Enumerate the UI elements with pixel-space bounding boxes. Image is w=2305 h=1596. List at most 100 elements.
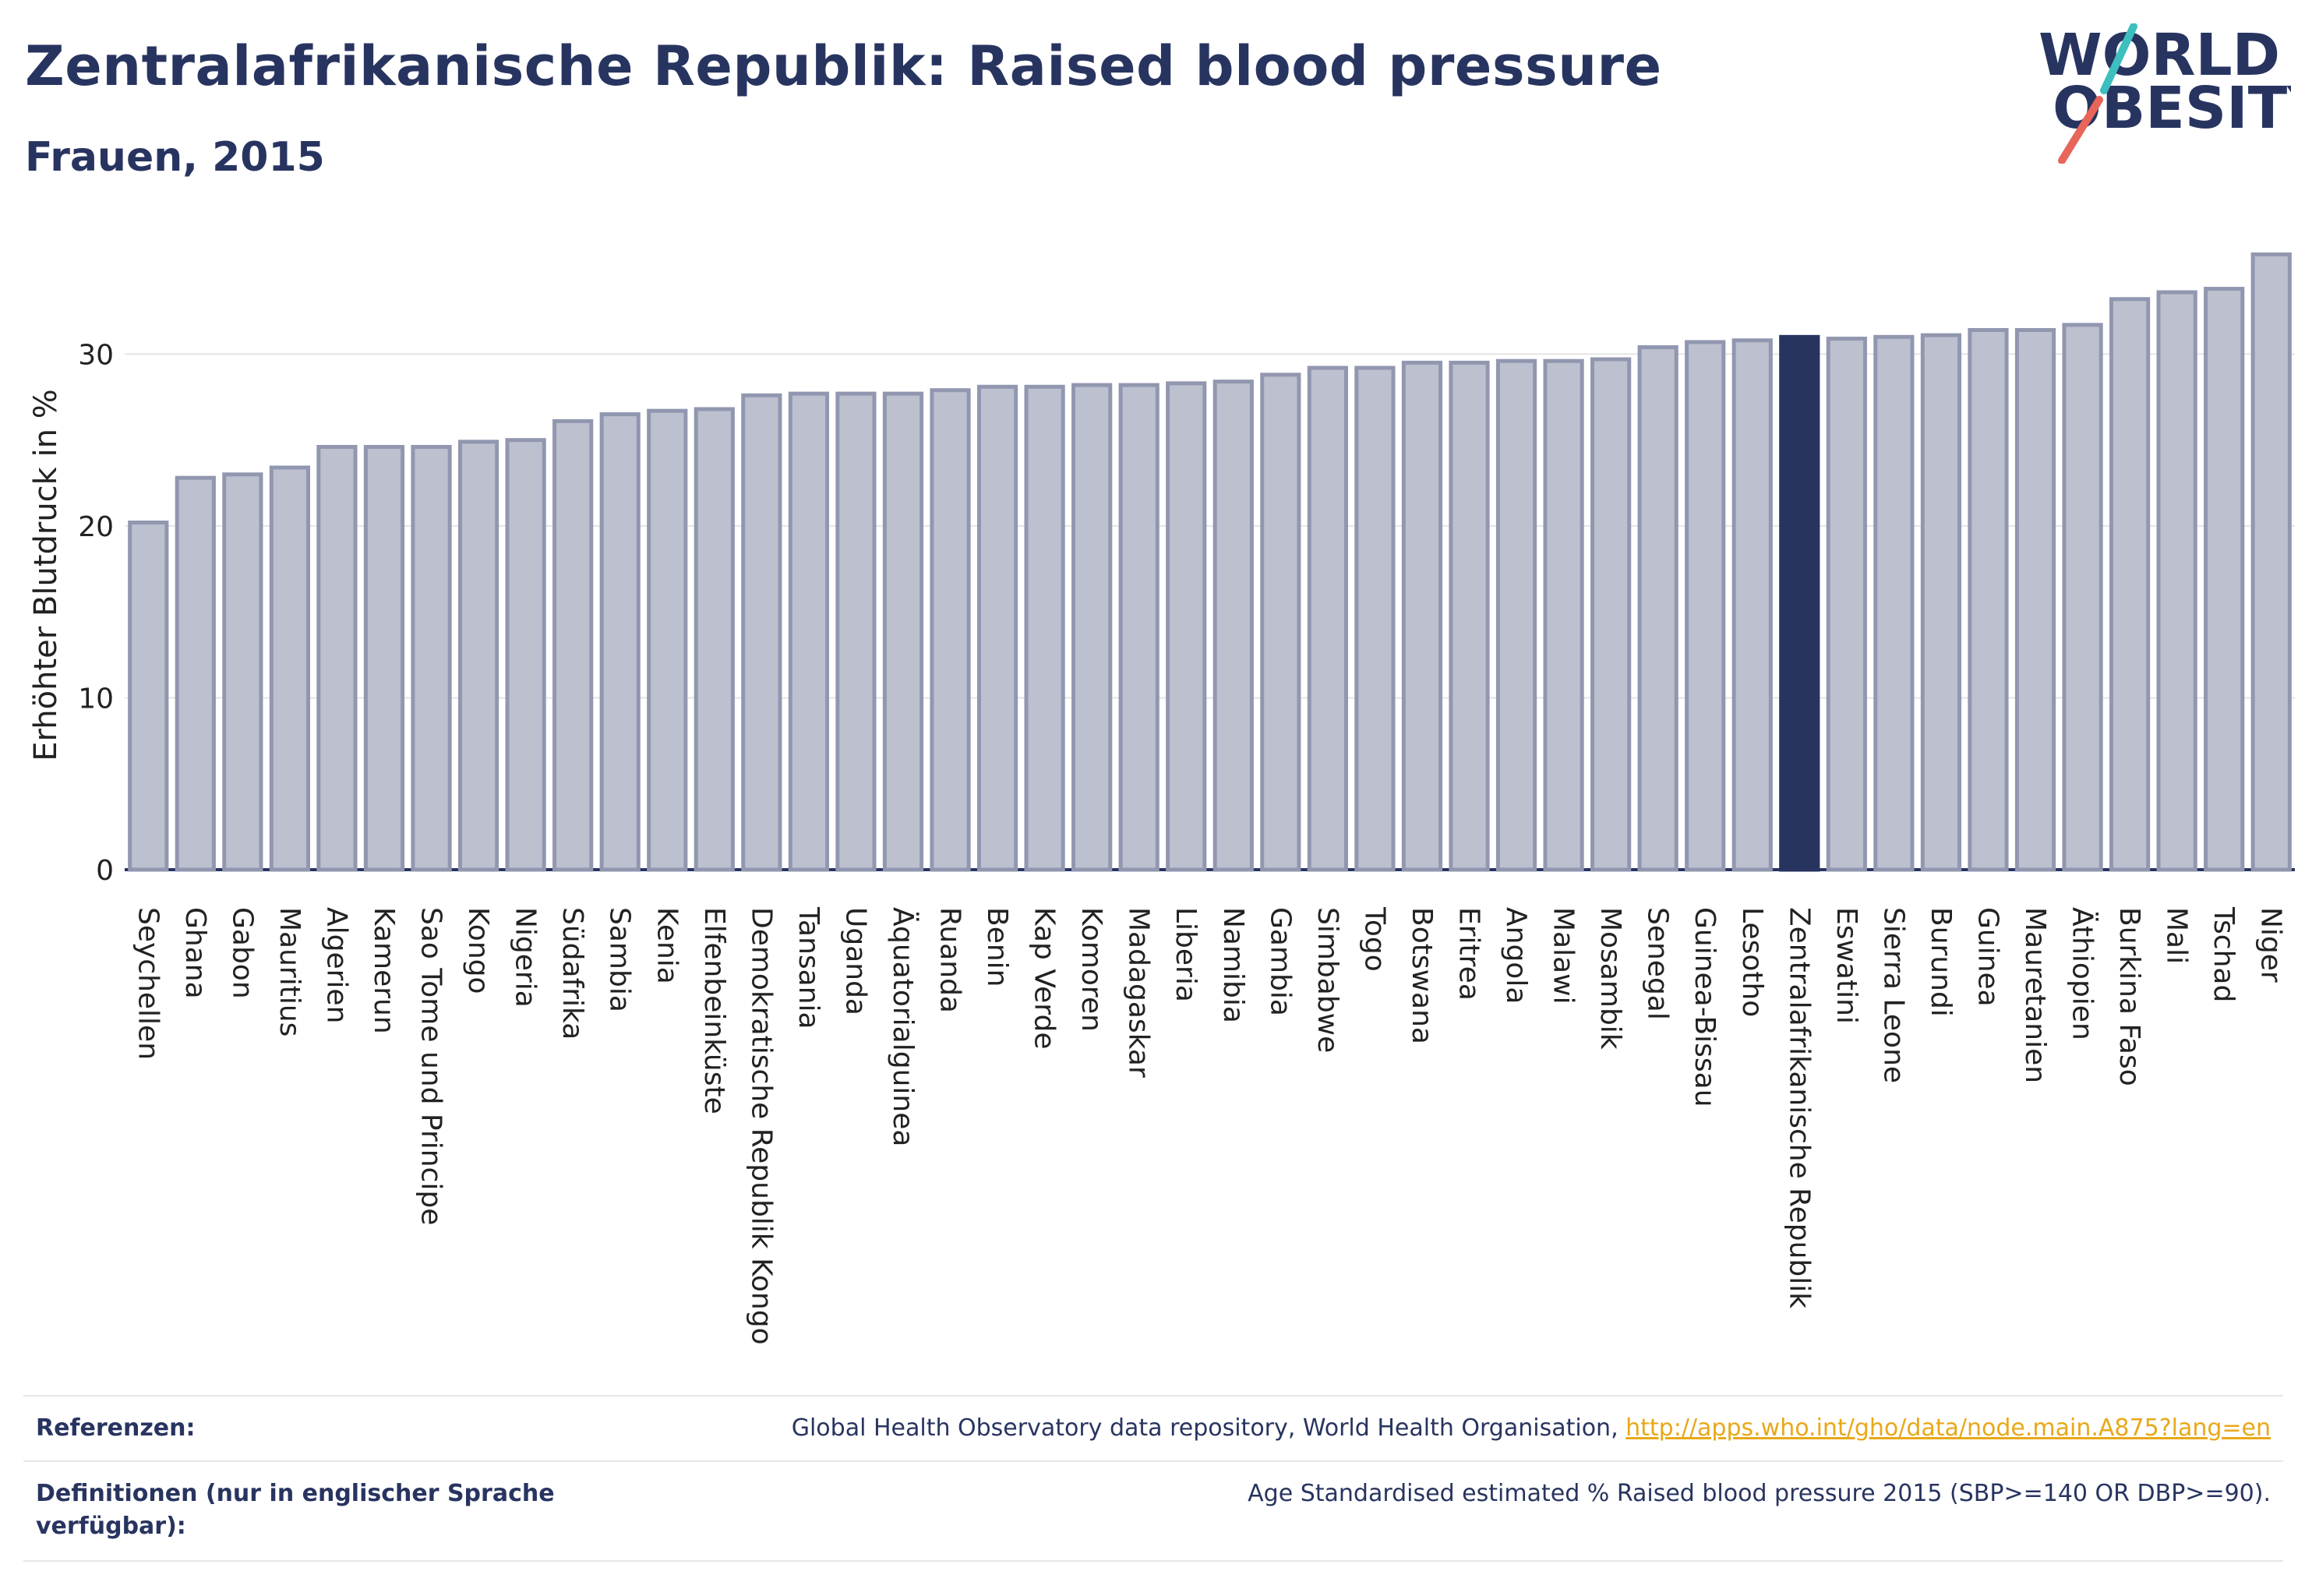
x-tick-label: Uganda — [839, 907, 871, 1015]
y-tick-label: 30 — [78, 339, 114, 371]
bar[interactable] — [269, 465, 311, 872]
x-tick-label: Togo — [1358, 906, 1390, 972]
bar[interactable] — [1260, 373, 1301, 872]
x-tick-label: Nigeria — [510, 907, 542, 1008]
x-tick-label: Kenia — [651, 907, 683, 984]
x-tick-label: Botswana — [1406, 907, 1438, 1044]
bar-highlighted[interactable] — [1779, 334, 1820, 872]
references-value: Global Health Observatory data repositor… — [792, 1412, 2271, 1445]
y-tick-label: 10 — [78, 683, 114, 715]
bar[interactable] — [741, 393, 782, 872]
bars — [128, 252, 2292, 872]
bar[interactable] — [2109, 297, 2151, 872]
x-tick-label: Äquatorialguinea — [887, 907, 920, 1146]
bar[interactable] — [1118, 383, 1160, 872]
bar[interactable] — [1071, 383, 1113, 872]
chart-subtitle: Frauen, 2015 — [25, 134, 325, 181]
x-tick-label: Kap Verde — [1029, 907, 1061, 1049]
world-obesity-logo: WORLD OBESITY — [2038, 23, 2291, 164]
x-tick-label: Angola — [1500, 907, 1532, 1004]
x-tick-label: Burundi — [1925, 907, 1957, 1017]
x-tick-label: Senegal — [1642, 907, 1674, 1020]
bar[interactable] — [2014, 328, 2056, 872]
x-tick-label: Namibia — [1217, 907, 1249, 1023]
bar[interactable] — [599, 412, 641, 872]
x-tick-label: Zentralafrikanische Republik — [1783, 907, 1815, 1308]
bar[interactable] — [1920, 333, 1962, 872]
logo-teal-slash — [2100, 23, 2137, 94]
bar[interactable] — [411, 444, 452, 872]
bar[interactable] — [930, 388, 971, 872]
x-tick-label: Niger — [2255, 907, 2287, 983]
x-tick-label: Kongo — [462, 907, 494, 994]
bar[interactable] — [1449, 360, 1490, 872]
x-tick-label: Sao Tome und Principe — [415, 907, 447, 1225]
bar[interactable] — [647, 408, 688, 872]
bar[interactable] — [1590, 357, 1632, 872]
y-axis-ticks: 0 10 20 30 — [78, 339, 114, 887]
x-tick-label: Guinea — [1971, 907, 2003, 1007]
bar[interactable] — [976, 384, 1018, 872]
x-tick-label: Äthiopien — [2067, 907, 2099, 1040]
footer-references-row: Referenzen: Global Health Observatory da… — [23, 1395, 2283, 1462]
definitions-label: Definitionen (nur in englischer Sprache … — [36, 1480, 555, 1540]
bar[interactable] — [1166, 381, 1207, 872]
bar[interactable] — [222, 472, 263, 872]
x-tick-label: Ghana — [179, 907, 211, 999]
bar[interactable] — [1637, 345, 1678, 872]
bar[interactable] — [128, 521, 169, 872]
x-tick-label: Benin — [981, 907, 1013, 987]
y-tick-label: 0 — [96, 855, 114, 887]
x-tick-label: Seychellen — [132, 907, 164, 1060]
x-tick-label: Tansania — [792, 906, 824, 1029]
bar[interactable] — [2062, 323, 2103, 872]
bar[interactable] — [457, 440, 499, 872]
x-tick-label: Kamerun — [368, 907, 400, 1034]
bar[interactable] — [1543, 358, 1584, 872]
x-tick-label: Burkina Faso — [2113, 907, 2145, 1086]
x-tick-label: Madagaskar — [1123, 907, 1155, 1078]
y-axis-label: Erhöhter Blutdruck in % — [28, 389, 64, 761]
bar[interactable] — [1873, 334, 1915, 872]
x-tick-label: Mali — [2161, 907, 2193, 964]
bar[interactable] — [788, 391, 829, 872]
bar[interactable] — [1495, 358, 1537, 872]
x-tick-label: Sambia — [604, 907, 636, 1012]
bar[interactable] — [175, 475, 216, 872]
x-tick-label: Gabon — [226, 907, 258, 999]
x-tick-label: Lesotho — [1736, 907, 1768, 1017]
bar[interactable] — [363, 444, 405, 872]
bar[interactable] — [1826, 337, 1867, 872]
bar[interactable] — [835, 391, 877, 872]
bar[interactable] — [1968, 328, 2009, 872]
definitions-value: Age Standardised estimated % Raised bloo… — [1248, 1480, 2271, 1507]
bar[interactable] — [1354, 365, 1396, 872]
x-tick-label: Guinea-Bissau — [1689, 907, 1721, 1107]
bar[interactable] — [316, 444, 358, 872]
bar[interactable] — [2204, 287, 2245, 872]
chart-title: Zentralafrikanische Republik: Raised blo… — [25, 34, 1662, 98]
x-tick-label: Mauretanien — [2019, 907, 2051, 1083]
x-tick-label: Malawi — [1548, 907, 1580, 1005]
x-tick-label: Südafrika — [556, 907, 588, 1040]
x-tick-label: Liberia — [1170, 907, 1202, 1002]
bar[interactable] — [505, 438, 546, 872]
bar[interactable] — [1401, 360, 1443, 872]
x-tick-label: Sierra Leone — [1877, 907, 1909, 1083]
bar[interactable] — [694, 407, 735, 872]
x-tick-label: Tschad — [2208, 906, 2240, 1002]
bar[interactable] — [882, 391, 924, 872]
references-link[interactable]: http://apps.who.int/gho/data/node.main.A… — [1626, 1414, 2271, 1442]
bar[interactable] — [552, 418, 594, 872]
x-tick-label: Mauritius — [274, 907, 305, 1036]
bar[interactable] — [1731, 338, 1773, 872]
bar[interactable] — [1024, 384, 1065, 872]
logo-line1: WORLD — [2038, 23, 2280, 89]
bar[interactable] — [1307, 365, 1348, 872]
x-tick-label: Simbabwe — [1311, 907, 1343, 1053]
bar[interactable] — [2156, 290, 2197, 872]
bar[interactable] — [1685, 340, 1726, 872]
x-axis-ticks: Seychellen Ghana Gabon Mauritius Algerien Kam… — [132, 906, 2286, 1345]
bar[interactable] — [2250, 252, 2292, 872]
bar[interactable] — [1213, 380, 1254, 872]
